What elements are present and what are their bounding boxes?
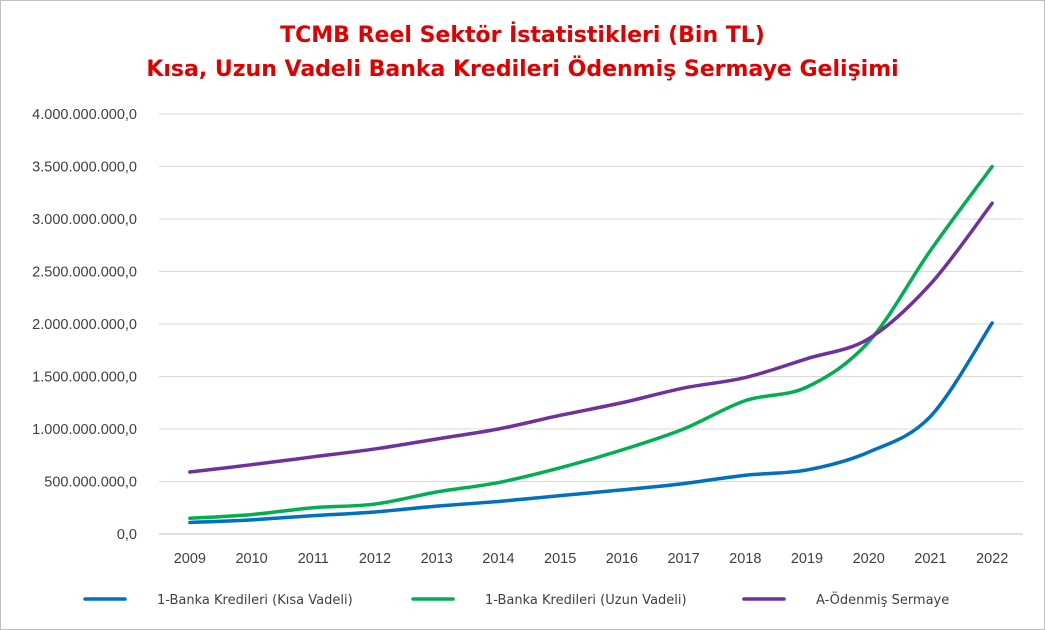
- y-tick-label: 1.000.000.000,0: [32, 422, 137, 438]
- x-tick-label: 2010: [235, 551, 267, 567]
- y-axis-tick-labels: 0,0 500.000.000,0 1.000.000.000,0 1.500.000…: [32, 107, 137, 543]
- x-tick-label: 2018: [729, 551, 761, 567]
- legend-label-kisa-vadeli: 1-Banka Kredileri (Kısa Vadeli): [157, 593, 353, 608]
- y-tick-label: 3.000.000.000,0: [32, 212, 137, 228]
- series-lines: [188, 164, 994, 525]
- x-tick-label: 2019: [791, 551, 823, 567]
- y-tick-label: 500.000.000,0: [44, 475, 137, 491]
- legend-label-uzun-vadeli: 1-Banka Kredileri (Uzun Vadeli): [485, 593, 687, 608]
- x-tick-label: 2022: [976, 551, 1008, 567]
- x-tick-label: 2011: [298, 551, 329, 567]
- x-tick-label: 2013: [421, 551, 453, 567]
- x-tick-label: 2014: [482, 551, 514, 567]
- x-tick-label: 2015: [544, 551, 576, 567]
- y-tick-label: 0,0: [117, 527, 137, 543]
- x-tick-label: 2017: [667, 551, 699, 567]
- chart-title-line-2: Kısa, Uzun Vadeli Banka Kredileri Ödenmi…: [146, 57, 899, 82]
- x-axis-tick-labels: 2009 2010 2011 2012 2013 2014 2015 2016 2017 2018…: [174, 551, 1009, 567]
- y-tick-label: 4.000.000.000,0: [32, 107, 137, 123]
- x-tick-label: 2020: [853, 551, 885, 567]
- x-tick-label: 2009: [174, 551, 206, 567]
- x-tick-label: 2021: [914, 551, 946, 567]
- gridlines: [159, 113, 1023, 535]
- series-line-odenmis-sermaye: [188, 201, 994, 474]
- y-tick-label: 2.500.000.000,0: [32, 265, 137, 281]
- y-tick-label: 1.500.000.000,0: [32, 370, 137, 386]
- series-line-kisa-vadeli: [188, 321, 994, 525]
- x-tick-label: 2012: [359, 551, 391, 567]
- legend-label-odenmis-sermaye: A-Ödenmiş Sermaye: [816, 591, 949, 608]
- y-tick-label: 3.500.000.000,0: [32, 160, 137, 176]
- legend: 1-Banka Kredileri (Kısa Vadeli) 1-Banka K…: [83, 591, 949, 608]
- y-tick-label: 2.000.000.000,0: [32, 317, 137, 333]
- chart-title: TCMB Reel Sektör İstatistikleri (Bin TL)…: [1, 19, 1044, 87]
- x-tick-label: 2016: [606, 551, 638, 567]
- chart-title-line-1: TCMB Reel Sektör İstatistikleri (Bin TL): [280, 23, 765, 48]
